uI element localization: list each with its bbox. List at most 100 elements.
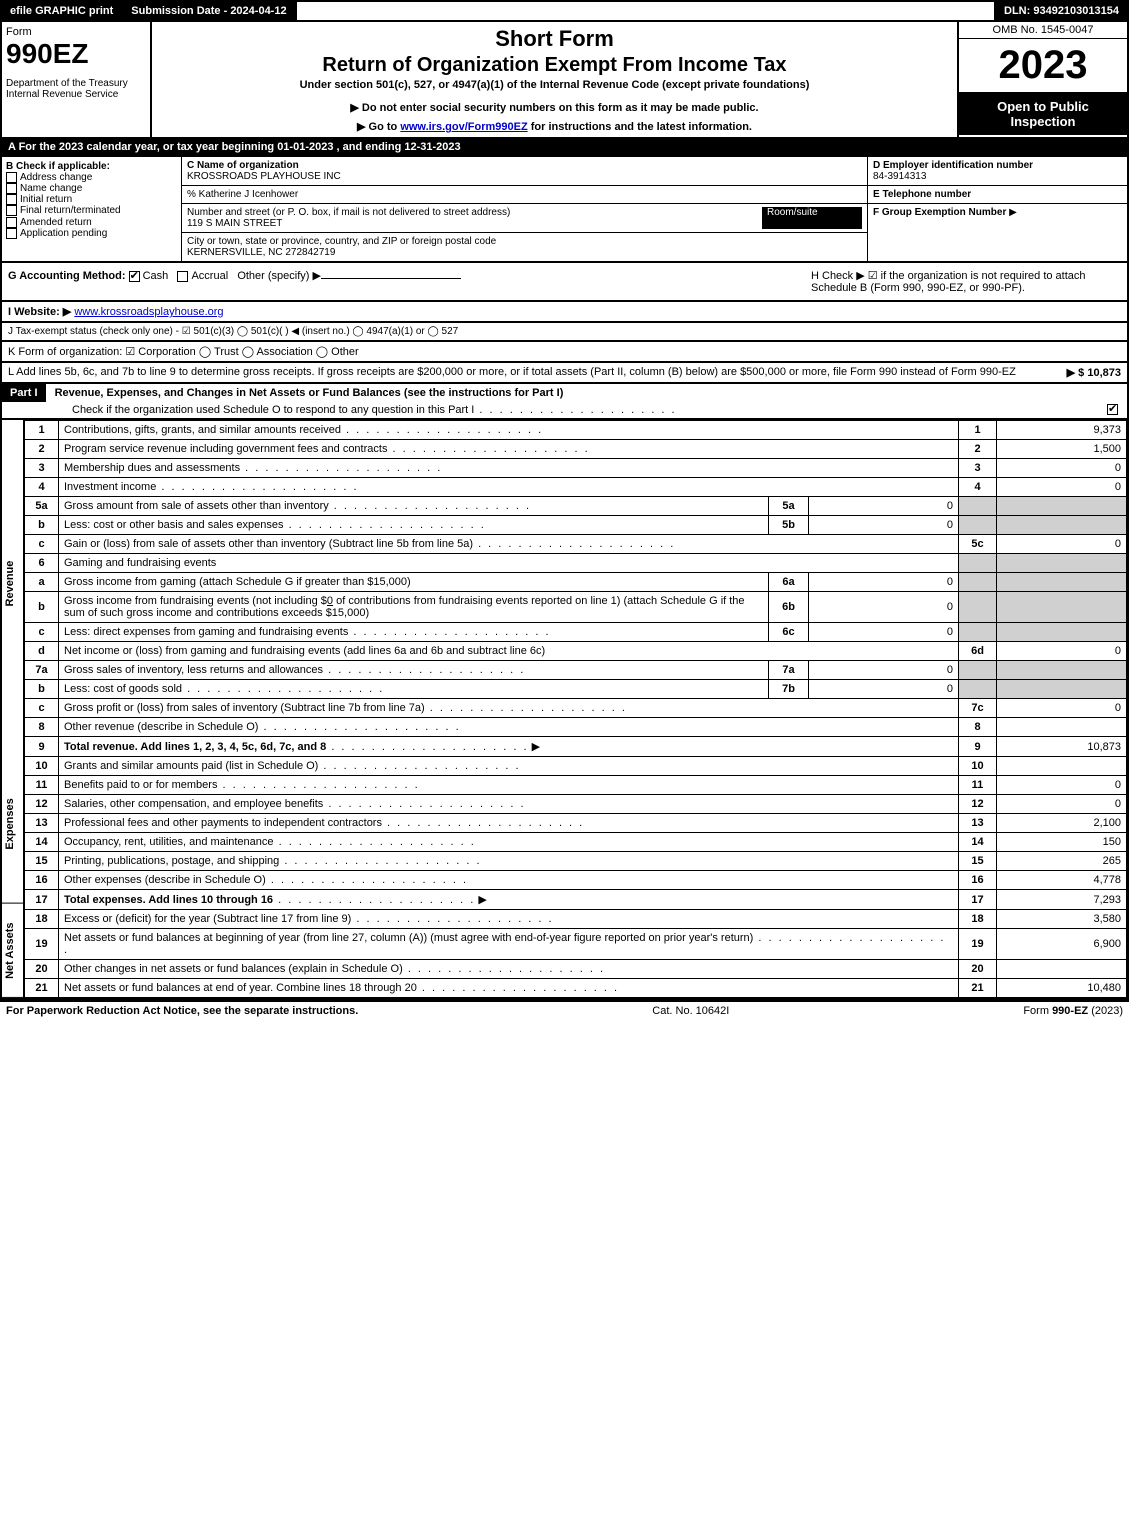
line-6d: dNet income or (loss) from gaming and fu… [25,642,1127,661]
room-label: Room/suite [762,207,862,229]
irs-link[interactable]: www.irs.gov/Form990EZ [400,121,527,133]
line-18: 18Excess or (deficit) for the year (Subt… [25,910,1127,929]
form-header: Form 990EZ Department of the Treasury In… [0,22,1129,139]
section-labels: Revenue Expenses Net Assets [2,420,24,998]
street-val: 119 S MAIN STREET [187,218,282,229]
label-netassets: Net Assets [2,904,23,998]
website-link[interactable]: www.krossroadsplayhouse.org [74,306,223,318]
footer-right: Form Form 990-EZ (2023)990-EZ (2023) [1023,1005,1123,1017]
info-grid: B Check if applicable: Address change Na… [0,157,1129,263]
box-f: F Group Exemption Number ▶ [868,204,1127,221]
form-word: Form [6,26,146,38]
line-12: 12Salaries, other compensation, and empl… [25,795,1127,814]
row-h: H Check ▶ ☑ if the organization is not r… [811,269,1121,294]
top-bar: efile GRAPHIC print Submission Date - 20… [0,0,1129,22]
box-c: C Name of organization KROSSROADS PLAYHO… [182,157,867,261]
efile-label: efile GRAPHIC print [2,2,123,20]
part1-body: Revenue Expenses Net Assets 1Contributio… [0,420,1129,1000]
line-2: 2Program service revenue including gover… [25,440,1127,459]
line-6c: cLess: direct expenses from gaming and f… [25,623,1127,642]
line-5b: bLess: cost or other basis and sales exp… [25,516,1127,535]
part1-title: Revenue, Expenses, and Changes in Net As… [49,387,564,399]
submission-date: Submission Date - 2024-04-12 [123,2,296,20]
c-label: C Name of organization [187,160,299,171]
g-accrual: Accrual [191,270,228,282]
org-name-row: C Name of organization KROSSROADS PLAYHO… [182,157,867,186]
line-10: 10Grants and similar amounts paid (list … [25,757,1127,776]
chk-name[interactable]: Name change [6,183,177,194]
care-of-row: % Katherine J Icenhower [182,186,867,204]
lines-table: 1Contributions, gifts, grants, and simil… [24,420,1127,998]
chk-accrual[interactable] [177,271,188,282]
irs-label: Internal Revenue Service [6,89,146,100]
box-d: D Employer identification number 84-3914… [868,157,1127,186]
header-left: Form 990EZ Department of the Treasury In… [2,22,152,137]
line-17: 17Total expenses. Add lines 10 through 1… [25,890,1127,910]
line-3: 3Membership dues and assessments30 [25,459,1127,478]
lines-wrap: 1Contributions, gifts, grants, and simil… [24,420,1127,998]
i-label: I Website: ▶ [8,306,71,318]
ein-val: 84-3914313 [873,171,926,182]
line-4: 4Investment income40 [25,478,1127,497]
tax-year: 2023 [959,39,1127,93]
row-k: K Form of organization: ☑ Corporation ◯ … [0,342,1129,363]
line-7a: 7aGross sales of inventory, less returns… [25,661,1127,680]
city-label: City or town, state or province, country… [187,236,496,247]
footer-left: For Paperwork Reduction Act Notice, see … [6,1005,358,1017]
line-8: 8Other revenue (describe in Schedule O)8 [25,718,1127,737]
note-ssn: ▶ Do not enter social security numbers o… [160,101,949,114]
note2-post: for instructions and the latest informat… [528,121,752,133]
line-14: 14Occupancy, rent, utilities, and mainte… [25,833,1127,852]
chk-cash[interactable] [129,271,140,282]
form-number: 990EZ [6,38,146,70]
line-21: 21Net assets or fund balances at end of … [25,979,1127,998]
row-l: L Add lines 5b, 6c, and 7b to line 9 to … [0,363,1129,384]
org-name: KROSSROADS PLAYHOUSE INC [187,171,341,182]
box-b-title: B Check if applicable: [6,161,177,172]
chk-initial[interactable]: Initial return [6,194,177,205]
row-g: G Accounting Method: Cash Accrual Other … [8,269,811,282]
dln: DLN: 93492103013154 [996,2,1127,20]
chk-address[interactable]: Address change [6,172,177,183]
short-form-title: Short Form [160,26,949,52]
f-arrow: ▶ [1009,207,1017,218]
street-row: Number and street (or P. O. box, if mail… [182,204,867,233]
open-inspection: Open to Public Inspection [959,93,1127,135]
label-revenue: Revenue [2,420,23,746]
row-gh: G Accounting Method: Cash Accrual Other … [0,263,1129,302]
line-15: 15Printing, publications, postage, and s… [25,852,1127,871]
note-goto: ▶ Go to www.irs.gov/Form990EZ for instru… [160,120,949,133]
header-right: OMB No. 1545-0047 2023 Open to Public In… [957,22,1127,137]
line-5a: 5aGross amount from sale of assets other… [25,497,1127,516]
line-5c: cGain or (loss) from sale of assets othe… [25,535,1127,554]
f-label: F Group Exemption Number [873,207,1006,218]
chk-pending[interactable]: Application pending [6,228,177,239]
chk-amended[interactable]: Amended return [6,217,177,228]
box-e: E Telephone number [868,186,1127,204]
line-13: 13Professional fees and other payments t… [25,814,1127,833]
chk-final[interactable]: Final return/terminated [6,205,177,216]
part1-check-row: Check if the organization used Schedule … [2,402,1127,418]
city-row: City or town, state or province, country… [182,233,867,261]
part1-checkbox[interactable] [1107,404,1118,415]
city-val: KERNERSVILLE, NC 272842719 [187,247,335,258]
row-j: J Tax-exempt status (check only one) - ☑… [0,323,1129,342]
line-19: 19Net assets or fund balances at beginni… [25,929,1127,960]
e-label: E Telephone number [873,189,971,200]
part1-tag: Part I [2,384,46,402]
box-def: D Employer identification number 84-3914… [867,157,1127,261]
line-1: 1Contributions, gifts, grants, and simil… [25,421,1127,440]
g-other-line[interactable] [321,278,461,279]
g-other: Other (specify) ▶ [237,270,321,282]
row-i: I Website: ▶ www.krossroadsplayhouse.org [0,302,1129,323]
line-7c: cGross profit or (loss) from sales of in… [25,699,1127,718]
d-label: D Employer identification number [873,160,1033,171]
note2-pre: ▶ Go to [357,121,400,133]
g-label: G Accounting Method: [8,270,126,282]
line-7b: bLess: cost of goods sold7b0 [25,680,1127,699]
l-amt: ▶ $ 10,873 [1021,366,1121,379]
part1-header: Part I Revenue, Expenses, and Changes in… [0,384,1129,420]
line-20: 20Other changes in net assets or fund ba… [25,960,1127,979]
dept-treasury: Department of the Treasury [6,78,146,89]
header-center: Short Form Return of Organization Exempt… [152,22,957,137]
